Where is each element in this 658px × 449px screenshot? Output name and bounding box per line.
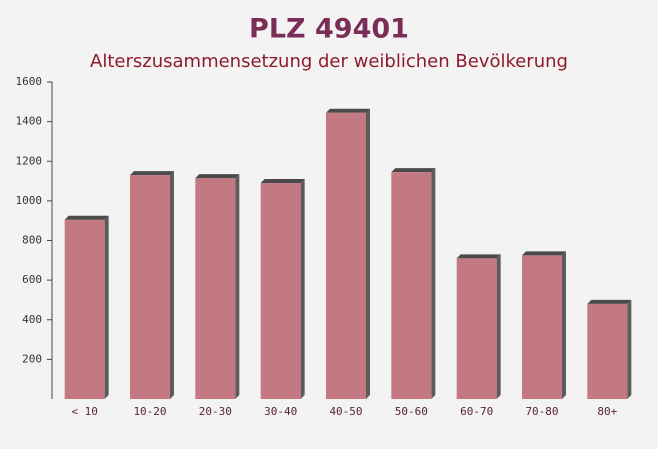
bar [130, 171, 174, 399]
bar [456, 254, 501, 399]
y-tick-label: 200 [22, 352, 42, 365]
x-tick-label: < 10 [71, 405, 98, 418]
bar-top [260, 179, 305, 184]
bar [195, 174, 240, 399]
bar [260, 179, 305, 399]
bar-side [235, 174, 240, 399]
bar-side [496, 254, 501, 399]
y-tick-label: 1000 [16, 194, 43, 207]
y-tick-label: 1600 [16, 75, 43, 88]
bar-side [627, 299, 632, 399]
bar-face [522, 255, 562, 399]
bar-face [64, 219, 105, 399]
bar-side [366, 108, 370, 399]
x-tick-label: 80+ [597, 405, 617, 418]
bar-top [456, 254, 501, 259]
bar-face [195, 178, 236, 399]
x-tick-label: 50-60 [395, 405, 428, 418]
bar-top [587, 299, 632, 304]
x-tick-label: 30-40 [264, 405, 297, 418]
y-tick-label: 800 [22, 234, 42, 247]
bar [522, 251, 566, 399]
x-tick-label: 40-50 [329, 405, 362, 418]
bar-side [300, 179, 305, 399]
bar-top [64, 215, 109, 220]
bar-top [522, 251, 566, 256]
x-tick-label: 60-70 [460, 405, 493, 418]
bar-top [391, 168, 436, 173]
bar-side [170, 171, 174, 399]
bar-face [260, 183, 301, 399]
bar [326, 108, 370, 399]
bar-side [104, 215, 109, 399]
bar-face [587, 303, 628, 399]
bar-face [326, 112, 366, 399]
x-tick-label: 20-30 [199, 405, 232, 418]
bar-top [326, 108, 370, 113]
bar-top [195, 174, 240, 179]
bar [587, 299, 632, 399]
chart-subtitle: Alterszusammensetzung der weiblichen Bev… [90, 51, 568, 72]
bar-face [130, 175, 170, 399]
bar-face [456, 258, 497, 399]
bar-side [562, 251, 566, 399]
x-tick-label: 10-20 [133, 405, 166, 418]
bar [64, 215, 109, 399]
chart-title: PLZ 49401 [249, 14, 409, 45]
y-tick-label: 1200 [16, 154, 43, 167]
bar-side [431, 168, 436, 399]
y-tick-label: 1400 [16, 115, 43, 128]
y-tick-label: 600 [22, 273, 42, 286]
x-tick-label: 70-80 [525, 405, 558, 418]
bar-top [130, 171, 174, 176]
y-tick-label: 400 [22, 313, 42, 326]
bar [391, 168, 436, 399]
bar-face [391, 172, 432, 399]
